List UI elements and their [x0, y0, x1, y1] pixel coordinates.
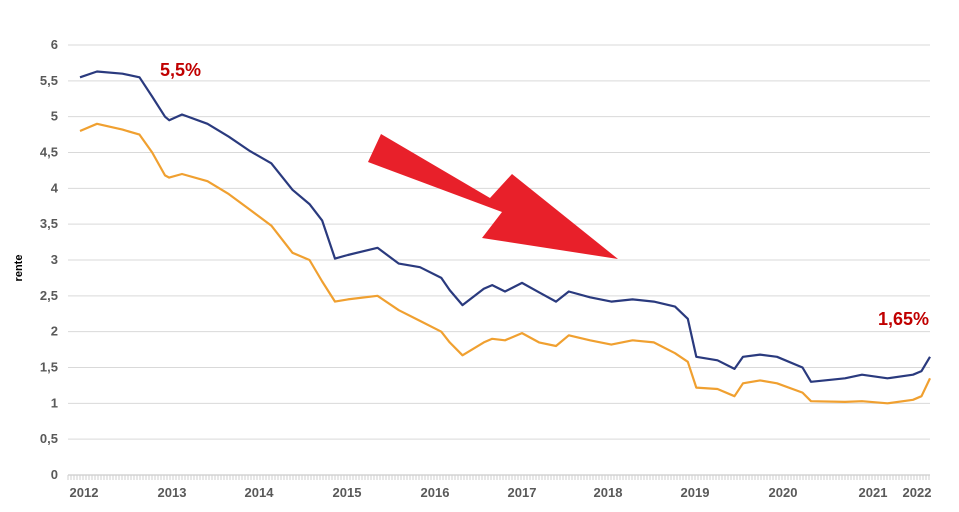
y-axis: 0 0,5 1 1,5 2 2,5 3 3,5 4 4,5 5 5,5 6: [40, 37, 59, 482]
y-tick-label: 1,5: [40, 360, 58, 375]
series-line-1: [79, 70, 931, 383]
series-group: [79, 70, 931, 405]
x-tick-label: 2019: [681, 485, 710, 500]
y-tick-label: 5: [51, 109, 58, 124]
x-tick-label: 2013: [158, 485, 187, 500]
y-tick-label: 3: [51, 252, 58, 267]
x-tick-label: 2021: [859, 485, 888, 500]
series-line-2: [79, 122, 931, 405]
x-tick-label: 2012: [70, 485, 99, 500]
x-tick-label: 2018: [594, 485, 623, 500]
y-tick-label: 1: [51, 395, 58, 410]
x-tick-label: 2020: [769, 485, 798, 500]
y-tick-label: 6: [51, 37, 58, 52]
annotation-label: 5,5%: [160, 60, 201, 80]
x-tick-label: 2022: [903, 485, 932, 500]
x-tick-label: 2016: [421, 485, 450, 500]
x-tick-label: 2015: [333, 485, 362, 500]
y-tick-label: 0: [51, 467, 58, 482]
y-tick-label: 4,5: [40, 145, 58, 160]
x-axis: 2012 2013 2014 2015 2016 2017 2018 2019 2020 2021…: [67, 475, 932, 500]
x-tick-label: 2014: [245, 485, 275, 500]
y-tick-label: 5,5: [40, 73, 58, 88]
x-tick-label: 2017: [508, 485, 537, 500]
y-tick-label: 4: [51, 180, 59, 195]
grid: [68, 44, 930, 476]
y-tick-label: 0,5: [40, 431, 58, 446]
annotation-label: 1,65%: [878, 309, 929, 329]
y-axis-label: rente: [13, 255, 25, 282]
annotations: 5,5% 1,65%: [160, 60, 929, 329]
y-tick-label: 3,5: [40, 216, 58, 231]
trend-arrow: [368, 134, 618, 259]
y-tick-label: 2,5: [40, 288, 58, 303]
y-tick-label: 2: [51, 324, 58, 339]
